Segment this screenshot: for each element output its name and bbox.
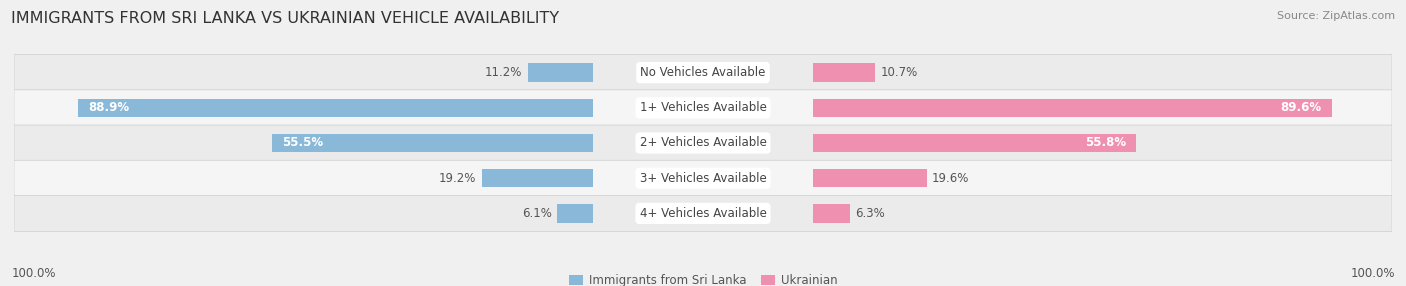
- Bar: [557, 204, 593, 223]
- Text: 89.6%: 89.6%: [1281, 101, 1322, 114]
- FancyBboxPatch shape: [14, 55, 1392, 91]
- Text: 11.2%: 11.2%: [485, 66, 523, 79]
- Text: 55.5%: 55.5%: [283, 136, 323, 150]
- Text: 1+ Vehicles Available: 1+ Vehicles Available: [640, 101, 766, 114]
- Text: 55.8%: 55.8%: [1084, 136, 1126, 150]
- Text: 2+ Vehicles Available: 2+ Vehicles Available: [640, 136, 766, 150]
- Bar: [271, 134, 593, 152]
- Text: 3+ Vehicles Available: 3+ Vehicles Available: [640, 172, 766, 185]
- Legend: Immigrants from Sri Lanka, Ukrainian: Immigrants from Sri Lanka, Ukrainian: [569, 274, 837, 286]
- Bar: [482, 169, 593, 187]
- Bar: [813, 204, 849, 223]
- FancyBboxPatch shape: [14, 195, 1392, 231]
- Bar: [813, 99, 1331, 117]
- FancyBboxPatch shape: [14, 125, 1392, 161]
- FancyBboxPatch shape: [14, 160, 1392, 196]
- Text: 19.6%: 19.6%: [932, 172, 970, 185]
- FancyBboxPatch shape: [14, 90, 1392, 126]
- Bar: [813, 63, 875, 82]
- Text: No Vehicles Available: No Vehicles Available: [640, 66, 766, 79]
- Text: Source: ZipAtlas.com: Source: ZipAtlas.com: [1277, 11, 1395, 21]
- Text: 88.9%: 88.9%: [89, 101, 129, 114]
- Bar: [79, 99, 593, 117]
- Text: 10.7%: 10.7%: [880, 66, 918, 79]
- Text: 6.3%: 6.3%: [855, 207, 884, 220]
- Text: IMMIGRANTS FROM SRI LANKA VS UKRAINIAN VEHICLE AVAILABILITY: IMMIGRANTS FROM SRI LANKA VS UKRAINIAN V…: [11, 11, 560, 26]
- Bar: [813, 134, 1136, 152]
- Text: 6.1%: 6.1%: [522, 207, 553, 220]
- Bar: [529, 63, 593, 82]
- Text: 19.2%: 19.2%: [439, 172, 477, 185]
- Text: 100.0%: 100.0%: [11, 267, 56, 280]
- Text: 4+ Vehicles Available: 4+ Vehicles Available: [640, 207, 766, 220]
- Bar: [813, 169, 927, 187]
- Text: 100.0%: 100.0%: [1350, 267, 1395, 280]
